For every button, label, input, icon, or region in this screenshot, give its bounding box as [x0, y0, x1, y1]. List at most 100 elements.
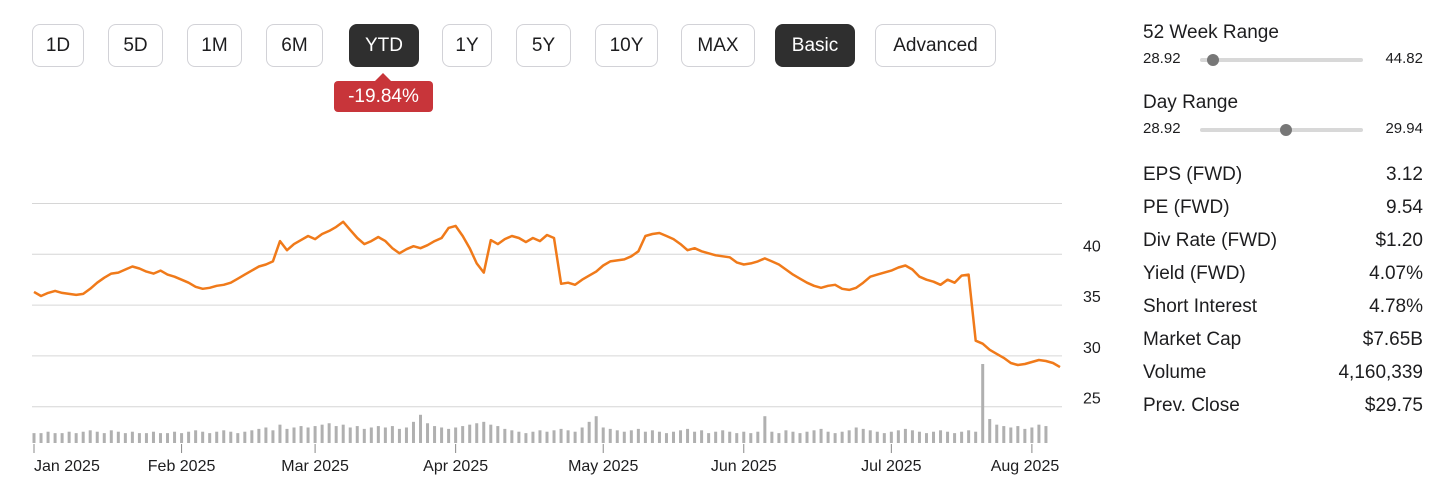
range-button-basic[interactable]: Basic [775, 24, 855, 67]
range-button-ytd[interactable]: YTD [349, 24, 419, 67]
volume-bar [538, 430, 542, 443]
volume-bar [679, 430, 683, 443]
x-tick-label: Jul 2025 [861, 458, 922, 475]
x-tick-label: Jan 2025 [34, 458, 100, 475]
volume-bar [854, 427, 858, 443]
stat-label: Div Rate (FWD) [1143, 229, 1278, 251]
volume-bar [341, 424, 345, 443]
stat-value: $7.65B [1362, 328, 1423, 350]
y-tick-label: 35 [1083, 289, 1101, 306]
volume-bar [180, 433, 184, 443]
volume-bar [573, 431, 577, 443]
y-axis-ticks: 25 30 35 40 [1083, 238, 1101, 407]
range-button-max[interactable]: MAX [681, 24, 755, 67]
range-button-advanced[interactable]: Advanced [875, 24, 996, 67]
volume-bar [215, 431, 219, 443]
stat-label: Short Interest [1143, 295, 1258, 317]
volume-bar [671, 431, 675, 443]
volume-bar [988, 419, 992, 443]
volume-bar [46, 431, 50, 443]
volume-bar [552, 430, 556, 443]
volume-bar [805, 431, 809, 443]
stat-value: 9.54 [1386, 196, 1423, 218]
volume-bar [390, 426, 394, 443]
y-tick-label: 30 [1083, 340, 1101, 357]
volume-bar [419, 414, 423, 443]
x-tick-label: May 2025 [568, 458, 638, 475]
stat-label: PE (FWD) [1143, 196, 1230, 218]
volume-bar [882, 433, 886, 443]
volume-bar [109, 430, 113, 443]
stat-row: Yield (FWD) 4.07% [1143, 257, 1423, 290]
volume-bar [166, 433, 170, 443]
volume-bar [243, 431, 247, 443]
day-range-title: Day Range [1143, 92, 1239, 113]
volume-bar [327, 423, 331, 443]
volume-bar [468, 424, 472, 443]
volume-bar [524, 433, 528, 443]
day-high: 29.94 [1385, 120, 1423, 137]
volume-bar [693, 431, 697, 443]
volume-bar [531, 431, 535, 443]
volume-bar [896, 430, 900, 443]
volume-bar [123, 433, 127, 443]
volume-bar [657, 431, 661, 443]
volume-bar [137, 433, 141, 443]
range-button-5y[interactable]: 5Y [516, 24, 571, 67]
volume-bar [756, 431, 760, 443]
volume-bar [932, 431, 936, 443]
key-stats-list: EPS (FWD) 3.12 PE (FWD) 9.54 Div Rate (FWD) $… [1143, 158, 1423, 422]
stat-row: Short Interest 4.78% [1143, 290, 1423, 323]
volume-bar [784, 430, 788, 443]
stat-value: $29.75 [1364, 394, 1423, 416]
range-button-1y[interactable]: 1Y [442, 24, 492, 67]
volume-bar [903, 428, 907, 443]
volume-bar [974, 431, 978, 443]
volume-bar [194, 430, 198, 443]
volume-bar [404, 427, 408, 443]
volume-bar [1002, 426, 1006, 443]
volume-bar [847, 430, 851, 443]
stat-label: Yield (FWD) [1143, 262, 1246, 284]
volume-bar [376, 426, 380, 443]
volume-bar [208, 433, 212, 443]
range-button-6m[interactable]: 6M [266, 24, 323, 67]
volume-bar [306, 427, 310, 443]
stat-value: 3.12 [1386, 163, 1423, 185]
stat-value: 4,160,339 [1338, 361, 1423, 383]
volume-bar [1016, 426, 1020, 443]
volume-bar [369, 427, 373, 443]
volume-bar [510, 430, 514, 443]
volume-bar [313, 426, 317, 443]
volume-bar [60, 433, 64, 443]
volume-bar [580, 427, 584, 443]
range-button-1m[interactable]: 1M [187, 24, 242, 67]
week52-marker [1207, 54, 1220, 66]
volume-bar [116, 431, 120, 443]
week52-low: 28.92 [1143, 50, 1181, 67]
price-chart: 25 30 35 40 Jan 2025 Feb 2025 Mar 2025 Apr 202… [32, 203, 1101, 475]
volume-bar [454, 427, 458, 443]
x-tick-label: Apr 2025 [423, 458, 488, 475]
volume-bar [229, 431, 233, 443]
volume-bar [292, 427, 296, 443]
volume-bar [1037, 424, 1041, 443]
x-axis-ticks: Jan 2025 Feb 2025 Mar 2025 Apr 2025 May 2025… [33, 444, 1059, 475]
volume-bar [102, 433, 106, 443]
volume-bar [355, 426, 359, 443]
volume-bar [1023, 428, 1027, 443]
volume-bar [440, 427, 444, 443]
range-button-1d[interactable]: 1D [32, 24, 84, 67]
range-button-10y[interactable]: 10Y [595, 24, 658, 67]
volume-bar [67, 431, 71, 443]
volume-bar [833, 433, 837, 443]
stat-row: Prev. Close $29.75 [1143, 389, 1423, 422]
day-marker [1280, 124, 1293, 136]
range-button-5d[interactable]: 5D [108, 24, 163, 67]
chart-grid [32, 203, 1062, 408]
volume-bar [447, 428, 451, 443]
volume-bar [819, 428, 823, 443]
volume-bar [173, 431, 177, 443]
day-low: 28.92 [1143, 120, 1181, 137]
range-selector: 1D 5D 1M 6M YTD 1Y 5Y 10Y MAX Basic Advanced [0, 24, 1000, 69]
